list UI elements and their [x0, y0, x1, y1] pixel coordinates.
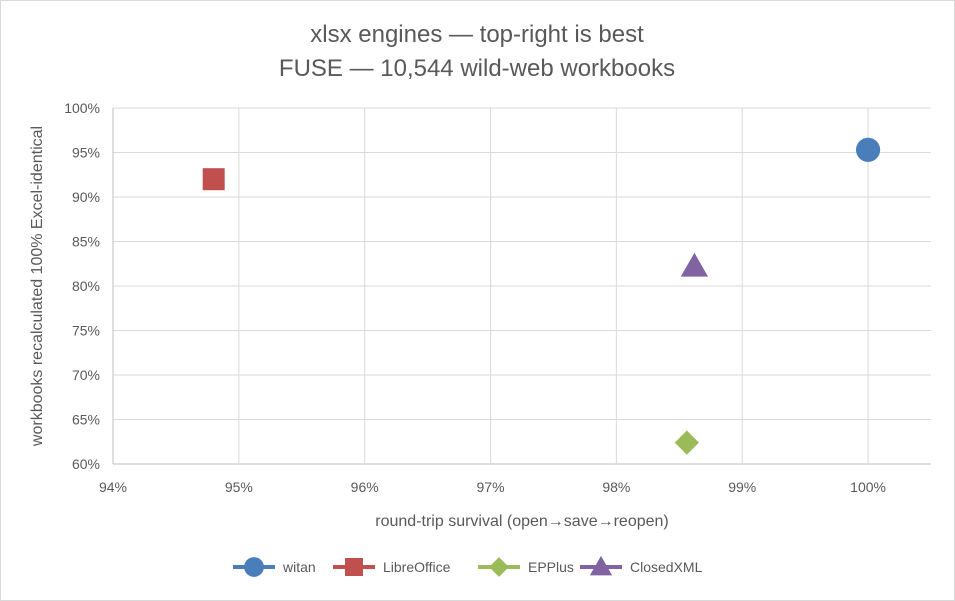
x-tick-label: 95% — [225, 479, 253, 495]
y-tick-label: 70% — [72, 367, 100, 383]
legend-label-closedxml: ClosedXML — [630, 559, 703, 575]
legend-marker-closedxml — [589, 555, 613, 576]
x-axis-label: round-trip survival (open→save→reopen) — [375, 513, 668, 530]
chart-title-line-2: FUSE — 10,544 wild-web workbooks — [279, 55, 675, 82]
legend-marker-libreoffice — [345, 558, 363, 576]
legend-marker-witan — [244, 557, 264, 577]
x-tick-label: 98% — [602, 479, 630, 495]
y-axis-label: workbooks recalculated 100% Excel-identi… — [29, 126, 46, 447]
legend-label-witan: witan — [282, 559, 316, 575]
y-tick-label: 65% — [72, 412, 100, 428]
x-tick-label: 100% — [850, 479, 886, 495]
y-tick-label: 60% — [72, 456, 100, 472]
point-closedxml — [680, 252, 709, 277]
data-points — [202, 137, 881, 455]
grid-lines — [112, 107, 931, 465]
point-epplus — [674, 430, 699, 455]
y-tick-label: 95% — [72, 145, 100, 161]
x-tick-label: 99% — [728, 479, 756, 495]
y-tick-label: 80% — [72, 278, 100, 294]
y-tick-label: 85% — [72, 234, 100, 250]
y-tick-label: 90% — [72, 189, 100, 205]
point-libreoffice — [202, 168, 225, 191]
x-tick-label: 96% — [351, 479, 379, 495]
y-tick-label: 100% — [64, 100, 100, 116]
legend: witan LibreOffice EPPlus ClosedXML — [233, 555, 703, 577]
legend-label-libreoffice: LibreOffice — [383, 559, 451, 575]
y-tick-label: 75% — [72, 323, 100, 339]
x-tick-label: 97% — [477, 479, 505, 495]
x-tick-label: 94% — [99, 479, 127, 495]
legend-label-epplus: EPPlus — [528, 559, 574, 575]
chart-title-line-1: xlsx engines — top-right is best — [310, 21, 644, 48]
point-witan — [855, 137, 881, 162]
legend-marker-epplus — [489, 557, 509, 577]
tick-labels: 60% 65% 70% 75% 80% 85% 90% 95% 100% 94% 95% 96% 97%… — [64, 100, 886, 495]
